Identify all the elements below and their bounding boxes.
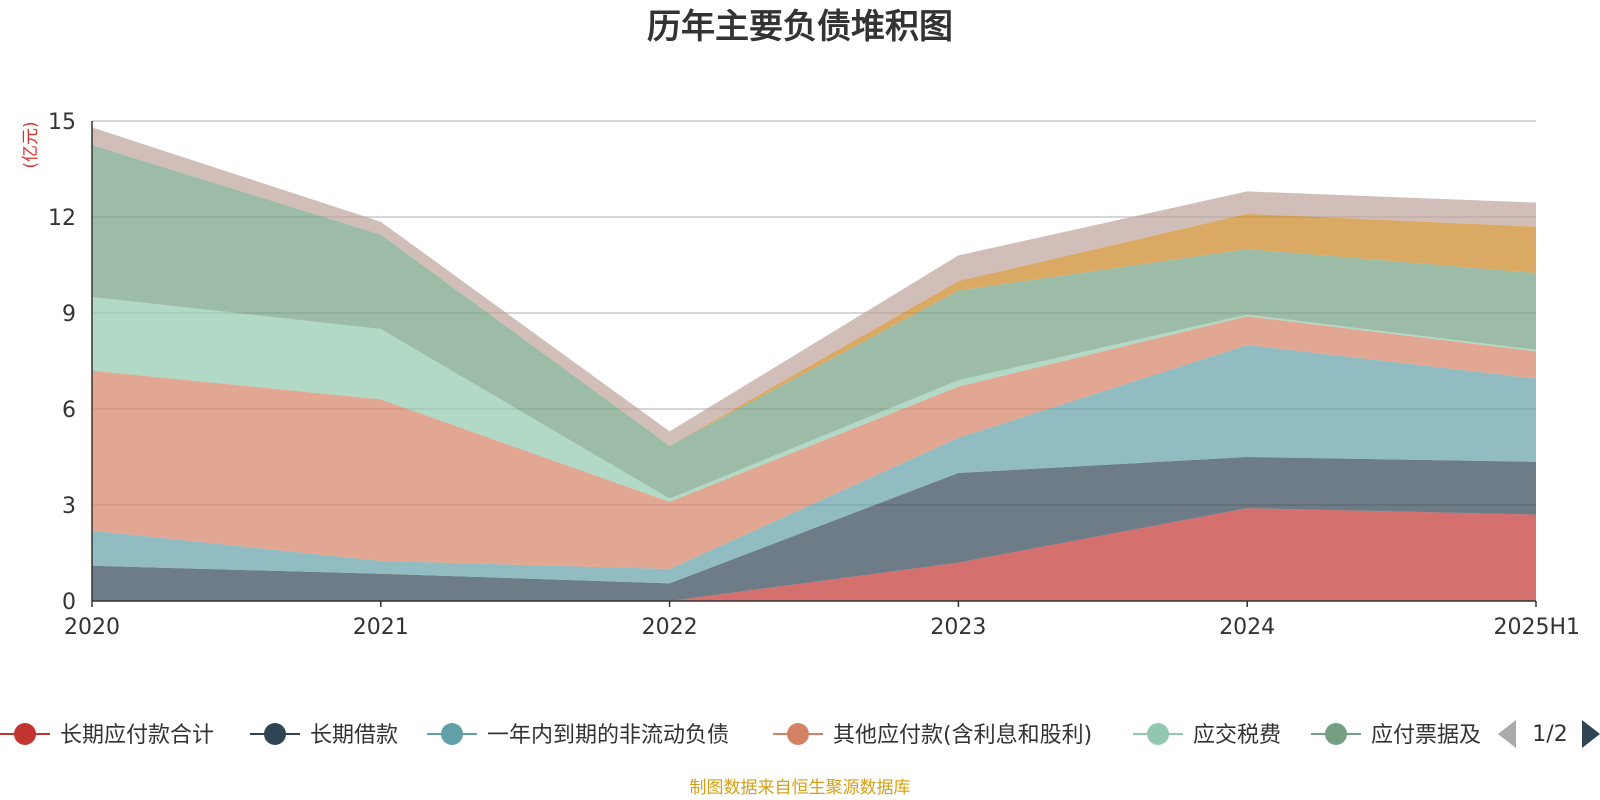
legend-item[interactable]: 其他应付款(含利息和股利) [773,723,1092,748]
area-series-group [92,127,1536,601]
area-series-3 [92,316,1536,569]
legend-label: 长期借款 [310,723,398,748]
y-tick-label: 12 [48,206,76,231]
y-tick-label: 6 [62,398,76,423]
y-tick-label: 15 [48,110,76,135]
legend-label: 其他应付款(含利息和股利) [833,723,1092,748]
legend-item[interactable]: 一年内到期的非流动负债 [427,723,729,748]
area-series-0 [92,508,1536,601]
legend-label: 一年内到期的非流动负债 [487,723,729,748]
x-tick-label: 2025H1 [1493,615,1580,640]
legend: 长期应付款合计 长期借款 一年内到期的非流动负债 其他应付款(含利息和股利) 应交税费 应… [0,723,1481,748]
area-series-1 [92,457,1536,601]
legend-swatch-dot [264,723,286,745]
legend-item[interactable]: 应交税费 [1133,723,1281,748]
x-axis-tick-labels: 2020 2021 2022 2023 2024 2025H1 [64,615,1580,640]
y-tick-label: 0 [62,590,76,615]
area-series-4 [92,297,1536,502]
y-tick-label: 9 [62,302,76,327]
legend-label: 长期应付款合计 [60,723,214,748]
legend-swatch-dot [1325,723,1347,745]
legend-swatch-dot [787,723,809,745]
legend-swatch-dot [1147,723,1169,745]
legend-label: 应交税费 [1193,723,1281,748]
legend-swatch-dot [14,723,36,745]
legend-item[interactable]: 应付票据及 [1311,723,1481,748]
data-source-note: 制图数据来自恒生聚源数据库 [690,778,911,798]
y-axis-unit-label: (亿元) [21,121,41,168]
y-axis-tick-labels: 0 3 6 9 12 15 [48,110,76,615]
area-series-5 [92,145,1536,499]
axes [91,121,1537,607]
legend-item[interactable]: 长期借款 [250,723,398,748]
legend-page-indicator: 1/2 [1532,722,1567,747]
triangle-left-icon[interactable] [1498,720,1516,748]
x-tick-label: 2020 [64,615,120,640]
x-tick-label: 2023 [930,615,986,640]
triangle-right-icon[interactable] [1582,720,1600,748]
area-series-2 [92,345,1536,584]
x-tick-label: 2021 [353,615,409,640]
legend-item[interactable]: 长期应付款合计 [0,723,214,748]
x-tick-label: 2024 [1219,615,1275,640]
legend-pager: 1/2 [1498,720,1600,748]
y-tick-label: 3 [62,494,76,519]
legend-swatch-dot [441,723,463,745]
x-tick-label: 2022 [642,615,698,640]
legend-label: 应付票据及 [1371,723,1481,748]
chart-title: 历年主要负债堆积图 [647,7,953,47]
